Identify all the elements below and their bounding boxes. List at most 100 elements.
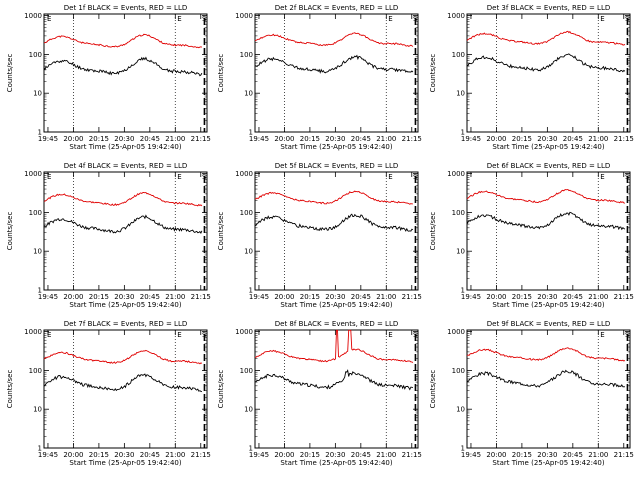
plot-frame — [466, 329, 631, 449]
event-marker: E — [177, 173, 181, 181]
x-tick-label: 21:15 — [402, 135, 422, 143]
panel-title: Det 9f BLACK = Events, RED = LLD — [487, 320, 610, 328]
y-axis-label: Counts/sec — [429, 54, 437, 93]
x-tick-label: 20:30 — [537, 451, 557, 459]
x-tick-label: 20:45 — [351, 135, 371, 143]
plot-frame — [254, 13, 419, 133]
x-tick-label: 19:45 — [38, 293, 58, 301]
lld-series-line — [254, 32, 414, 47]
detector-panel: Det 4f BLACK = Events, RED = LLD 1 10 100 10… — [6, 162, 211, 309]
x-tick-label: 19:45 — [461, 451, 481, 459]
x-tick-label: 21:00 — [588, 135, 608, 143]
x-tick-label: 20:00 — [63, 451, 83, 459]
x-tick-label: 21:00 — [165, 293, 185, 301]
lld-series-line — [466, 347, 626, 362]
detector-panel: Det 7f BLACK = Events, RED = LLD 1 10 100 10… — [6, 320, 211, 467]
x-tick-label: 19:45 — [249, 451, 269, 459]
y-tick-label: 1000 — [235, 12, 253, 20]
y-tick-label: 1000 — [447, 170, 465, 178]
x-axis-label: Start Time (25-Apr-05 19:42:40) — [69, 301, 181, 309]
y-tick-label: 1 — [249, 445, 253, 453]
y-tick-label: 10 — [244, 248, 253, 256]
x-tick-label: 21:15 — [614, 451, 634, 459]
event-marker: E — [388, 173, 392, 181]
lld-series-line — [43, 191, 203, 207]
plot-frame — [43, 171, 208, 291]
y-tick-label: 10 — [456, 90, 465, 98]
x-tick-label: 21:00 — [376, 293, 396, 301]
y-tick-label: 1 — [461, 129, 465, 137]
event-marker: E — [47, 173, 51, 181]
x-axis-label: Start Time (25-Apr-05 19:42:40) — [69, 459, 181, 467]
plot-frame — [254, 329, 419, 449]
y-tick-label: 10 — [33, 90, 42, 98]
x-axis-label: Start Time (25-Apr-05 19:42:40) — [69, 143, 181, 151]
x-tick-label: 20:45 — [140, 135, 160, 143]
panel-title: Det 1f BLACK = Events, RED = LLD — [64, 4, 187, 12]
y-tick-label: 10 — [456, 406, 465, 414]
y-tick-label: 1 — [38, 129, 42, 137]
y-tick-label: 10 — [33, 248, 42, 256]
x-tick-label: 21:15 — [402, 451, 422, 459]
detector-panel: Det 6f BLACK = Events, RED = LLD 1 10 100 10… — [429, 162, 634, 309]
x-tick-label: 20:15 — [512, 451, 532, 459]
y-tick-label: 1 — [249, 287, 253, 295]
event-marker: E — [388, 331, 392, 339]
lld-series-line — [43, 349, 203, 365]
x-tick-label: 20:00 — [63, 293, 83, 301]
x-tick-label: 21:15 — [614, 293, 634, 301]
y-tick-label: 100 — [29, 209, 42, 217]
y-tick-label: 1 — [38, 287, 42, 295]
x-tick-label: 20:45 — [140, 293, 160, 301]
x-tick-label: 20:00 — [486, 135, 506, 143]
y-tick-label: 100 — [29, 367, 42, 375]
event-marker: S — [625, 331, 630, 339]
x-tick-label: 21:15 — [191, 451, 211, 459]
x-tick-label: 20:30 — [537, 135, 557, 143]
event-marker: E — [600, 15, 604, 23]
y-tick-label: 1 — [461, 445, 465, 453]
x-tick-label: 21:15 — [191, 293, 211, 301]
y-axis-label: Counts/sec — [6, 54, 14, 93]
y-tick-label: 100 — [240, 51, 253, 59]
lld-series-line — [44, 33, 203, 49]
x-tick-label: 21:00 — [376, 451, 396, 459]
events-series-line — [43, 214, 203, 235]
x-tick-label: 21:15 — [402, 293, 422, 301]
event-marker: S — [413, 15, 418, 23]
x-tick-label: 20:45 — [563, 135, 583, 143]
events-series-line — [254, 54, 414, 74]
x-tick-label: 20:30 — [114, 293, 134, 301]
panel-title: Det 6f BLACK = Events, RED = LLD — [487, 162, 610, 170]
y-tick-label: 1000 — [24, 170, 42, 178]
x-tick-label: 21:00 — [588, 451, 608, 459]
x-tick-label: 20:15 — [512, 135, 532, 143]
detector-panel: Det 1f BLACK = Events, RED = LLD 1 10 100 10… — [6, 4, 211, 151]
event-marker: S — [413, 173, 418, 181]
x-axis-label: Start Time (25-Apr-05 19:42:40) — [492, 143, 604, 151]
event-marker: S — [202, 173, 207, 181]
event-marker: S — [202, 15, 207, 23]
event-marker: E — [388, 15, 392, 23]
x-tick-label: 20:00 — [486, 293, 506, 301]
y-axis-label: Counts/sec — [217, 212, 225, 251]
plot-frame — [43, 13, 208, 133]
y-tick-label: 10 — [456, 248, 465, 256]
x-tick-label: 20:30 — [114, 135, 134, 143]
detector-panel: Det 8f BLACK = Events, RED = LLD 1 10 100 10… — [217, 320, 422, 467]
y-axis-label: Counts/sec — [6, 370, 14, 409]
x-tick-label: 20:45 — [563, 293, 583, 301]
event-marker: S — [625, 15, 630, 23]
y-tick-label: 1000 — [447, 328, 465, 336]
x-tick-label: 20:00 — [274, 451, 294, 459]
x-axis-label: Start Time (25-Apr-05 19:42:40) — [280, 143, 392, 151]
x-tick-label: 20:15 — [512, 293, 532, 301]
x-tick-label: 19:45 — [249, 293, 269, 301]
x-tick-label: 20:00 — [274, 293, 294, 301]
x-tick-label: 19:45 — [461, 293, 481, 301]
y-tick-label: 1 — [38, 445, 42, 453]
x-tick-label: 19:45 — [38, 135, 58, 143]
event-marker: S — [625, 173, 630, 181]
lld-series-line — [254, 190, 413, 205]
x-axis-label: Start Time (25-Apr-05 19:42:40) — [492, 301, 604, 309]
